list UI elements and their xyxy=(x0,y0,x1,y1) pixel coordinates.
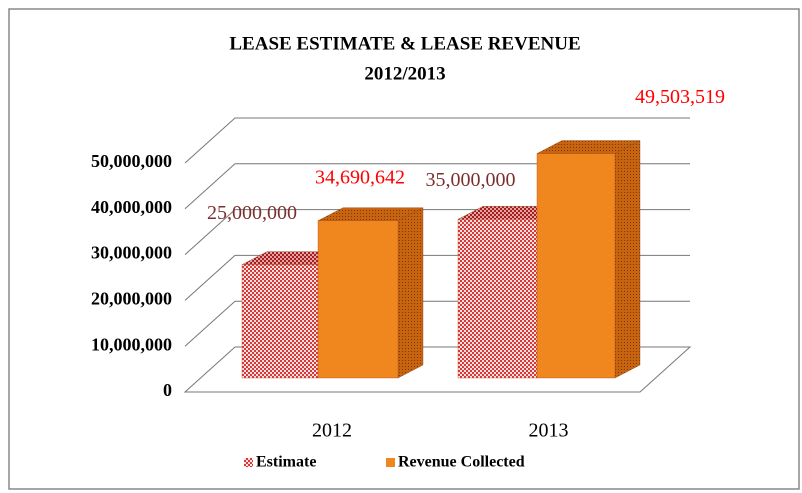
bar xyxy=(241,264,319,379)
y-tick-label: 40,000,000 xyxy=(91,197,172,217)
y-tick-label: 0 xyxy=(163,380,172,400)
data-label: 49,503,519 xyxy=(635,86,725,108)
grid-line xyxy=(184,117,690,164)
legend-label: Revenue Collected xyxy=(398,454,525,471)
data-label: 25,000,000 xyxy=(207,202,297,224)
y-tick-label: 30,000,000 xyxy=(91,243,172,263)
data-label: 35,000,000 xyxy=(426,169,516,191)
y-tick-label: 50,000,000 xyxy=(91,151,172,171)
floor xyxy=(183,346,692,393)
data-label: 34,690,642 xyxy=(315,166,405,188)
bar xyxy=(457,219,538,379)
x-tick-label: 2012 xyxy=(312,420,352,442)
x-tick-label: 2013 xyxy=(529,420,569,442)
bar xyxy=(317,220,399,379)
y-tick-label: 10,000,000 xyxy=(91,334,172,354)
legend-swatch xyxy=(244,458,253,467)
chart-title: LEASE ESTIMATE & LEASE REVENUE xyxy=(229,33,580,54)
bar xyxy=(536,153,616,379)
legend-swatch xyxy=(386,458,395,467)
y-tick-label: 20,000,000 xyxy=(91,289,172,309)
chart-subtitle: 2012/2013 xyxy=(364,63,445,84)
bar-side xyxy=(614,140,641,379)
bar-side xyxy=(397,207,424,379)
legend-label: Estimate xyxy=(256,454,316,471)
